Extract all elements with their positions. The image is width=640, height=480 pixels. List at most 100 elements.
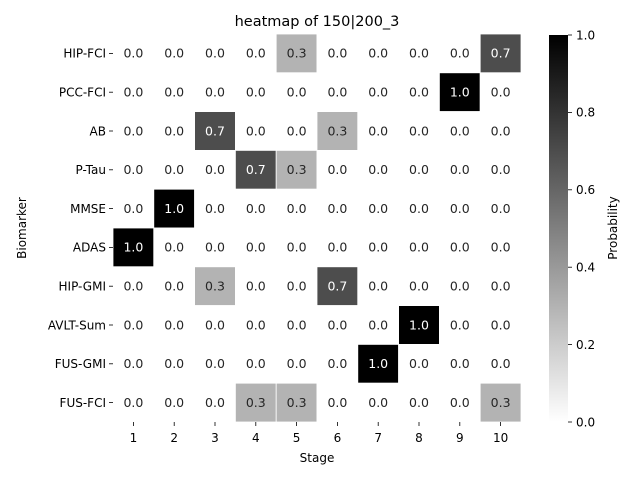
cell-value-label: 0.0 [246, 46, 266, 61]
cell-value-label: 0.0 [450, 201, 470, 216]
cell-value-label: 0.0 [164, 356, 184, 371]
heatmap-cell [316, 382, 359, 423]
colorbar-tick-label: 0.2 [576, 338, 595, 352]
colorbar-tick-label: 0.4 [576, 261, 595, 275]
heatmap-cell [316, 227, 359, 268]
x-tick-label: 3 [211, 431, 219, 445]
heatmap-cell [234, 305, 277, 345]
cell-value-label: 0.0 [164, 85, 184, 100]
cell-value-label: 0.3 [327, 123, 347, 138]
cell-value-label: 0.0 [327, 317, 347, 332]
cell-value-label: 0.0 [246, 240, 266, 255]
cell-value-label: 0.0 [368, 317, 388, 332]
heatmap-cell [398, 343, 440, 384]
cell-value-label: 0.0 [123, 123, 143, 138]
cell-value-label: 0.0 [246, 201, 266, 216]
heatmap-cell [112, 266, 155, 306]
cell-value-label: 0.0 [164, 123, 184, 138]
heatmap-cell [316, 266, 359, 306]
y-tick-label: ADAS [73, 241, 106, 255]
cell-value-label: 0.0 [123, 395, 143, 410]
x-tick-label: 4 [252, 431, 260, 445]
cell-value-label: 0.0 [450, 240, 470, 255]
cell-value-label: 0.0 [491, 279, 511, 294]
heatmap-cell [479, 111, 522, 151]
cell-value-label: 0.0 [205, 46, 225, 61]
colorbar [549, 35, 568, 422]
heatmap-cell [479, 343, 522, 384]
cell-value-label: 0.0 [246, 356, 266, 371]
x-tick-label: 2 [170, 431, 178, 445]
cell-value-label: 0.0 [205, 162, 225, 177]
chart-title: heatmap of 150|200_3 [235, 14, 400, 30]
cell-value-label: 0.3 [246, 395, 266, 410]
heatmap-cell [398, 305, 440, 345]
heatmap-cell [234, 266, 277, 306]
cell-value-label: 0.0 [123, 85, 143, 100]
y-tick-label: HIP-GMI [59, 280, 107, 294]
cell-value-label: 0.3 [287, 46, 307, 61]
heatmap-cell [438, 266, 481, 306]
cell-value-label: 0.0 [327, 85, 347, 100]
cell-value-label: 0.0 [327, 240, 347, 255]
cell-value-label: 0.3 [287, 395, 307, 410]
heatmap-cell [234, 343, 277, 384]
heatmap-cell [357, 382, 399, 423]
cell-value-label: 0.3 [287, 162, 307, 177]
heatmap-cell [316, 188, 359, 229]
cell-value-label: 0.7 [205, 123, 225, 138]
heatmap-cell [112, 111, 155, 151]
cell-value-label: 0.0 [287, 356, 307, 371]
heatmap-cell [438, 382, 481, 423]
cell-value-label: 1.0 [450, 85, 470, 100]
x-axis-label: Stage [300, 451, 335, 465]
cell-value-label: 0.0 [164, 240, 184, 255]
cell-value-label: 0.0 [327, 356, 347, 371]
heatmap-cell [357, 266, 399, 306]
heatmap-cell [438, 188, 481, 229]
cell-value-label: 0.0 [205, 240, 225, 255]
heatmap-cell [438, 72, 481, 113]
cell-value-label: 1.0 [409, 317, 429, 332]
heatmap-cells [112, 33, 522, 423]
cell-value-label: 0.0 [327, 201, 347, 216]
y-tick-label: P-Tau [75, 163, 106, 177]
y-axis-label: Biomarker [15, 197, 29, 259]
cell-value-label: 0.0 [123, 162, 143, 177]
heatmap-cell [153, 72, 196, 113]
heatmap-cell [194, 111, 236, 151]
y-tick-label: HIP-FCI [63, 47, 106, 61]
cell-value-label: 0.0 [287, 85, 307, 100]
x-tick-label: 1 [130, 431, 138, 445]
y-tick-label: AVLT-Sum [48, 318, 106, 332]
cell-value-label: 0.0 [123, 46, 143, 61]
heatmap-cell [398, 111, 440, 151]
cell-value-label: 0.0 [327, 162, 347, 177]
heatmap-cell [275, 227, 318, 268]
heatmap-cell [234, 72, 277, 113]
heatmap-cell [398, 33, 440, 74]
cell-value-label: 0.0 [327, 46, 347, 61]
cell-value-label: 0.0 [327, 395, 347, 410]
heatmap-cell [153, 343, 196, 384]
heatmap-cell [153, 305, 196, 345]
colorbar-tick-label: 0.8 [576, 106, 595, 120]
heatmap-cell [194, 33, 236, 74]
heatmap-cell [275, 382, 318, 423]
cell-value-label: 0.0 [164, 317, 184, 332]
cell-value-label: 0.0 [205, 201, 225, 216]
cell-value-label: 0.0 [409, 85, 429, 100]
cell-value-label: 0.0 [450, 395, 470, 410]
heatmap-cell [398, 188, 440, 229]
heatmap-cell [275, 343, 318, 384]
heatmap-cell [112, 149, 155, 190]
cell-value-label: 0.0 [409, 240, 429, 255]
cell-value-label: 0.0 [409, 395, 429, 410]
cell-value-label: 0.0 [368, 395, 388, 410]
heatmap-cell [316, 149, 359, 190]
cell-value-label: 0.0 [409, 356, 429, 371]
heatmap-cell [398, 382, 440, 423]
cell-value-label: 0.0 [123, 279, 143, 294]
cell-value-label: 0.0 [450, 317, 470, 332]
